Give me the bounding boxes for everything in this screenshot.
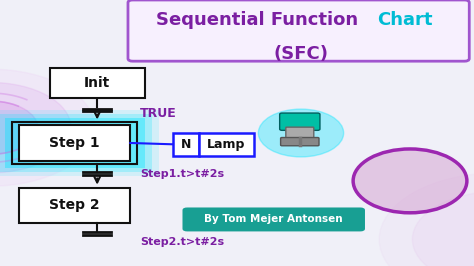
Text: Sequential Function: Sequential Function	[156, 11, 365, 29]
FancyBboxPatch shape	[5, 118, 145, 168]
FancyBboxPatch shape	[0, 114, 152, 172]
FancyBboxPatch shape	[286, 127, 314, 139]
Text: By Tom Mejer Antonsen: By Tom Mejer Antonsen	[204, 214, 343, 225]
FancyBboxPatch shape	[19, 188, 130, 223]
Circle shape	[258, 109, 344, 157]
Text: Step1.t>t#2s: Step1.t>t#2s	[140, 169, 224, 179]
Text: Lamp: Lamp	[207, 138, 246, 151]
Circle shape	[412, 192, 474, 266]
FancyBboxPatch shape	[19, 125, 130, 161]
FancyBboxPatch shape	[280, 113, 320, 130]
Circle shape	[379, 173, 474, 266]
Text: Step 2: Step 2	[49, 198, 100, 213]
Circle shape	[0, 101, 38, 154]
Text: N: N	[181, 138, 191, 151]
FancyBboxPatch shape	[50, 68, 145, 98]
FancyBboxPatch shape	[128, 0, 469, 61]
Circle shape	[0, 69, 95, 186]
Text: (SFC): (SFC)	[273, 45, 328, 63]
FancyBboxPatch shape	[173, 133, 199, 156]
Text: Step2.t>t#2s: Step2.t>t#2s	[140, 237, 224, 247]
FancyBboxPatch shape	[0, 110, 159, 176]
FancyBboxPatch shape	[199, 133, 254, 156]
Circle shape	[353, 149, 467, 213]
FancyBboxPatch shape	[281, 138, 319, 146]
Text: Chart: Chart	[377, 11, 432, 29]
Text: Init: Init	[84, 76, 110, 90]
FancyBboxPatch shape	[182, 207, 365, 231]
Text: TRUE: TRUE	[140, 107, 177, 119]
Text: Step 1: Step 1	[49, 136, 100, 150]
Circle shape	[0, 82, 71, 173]
